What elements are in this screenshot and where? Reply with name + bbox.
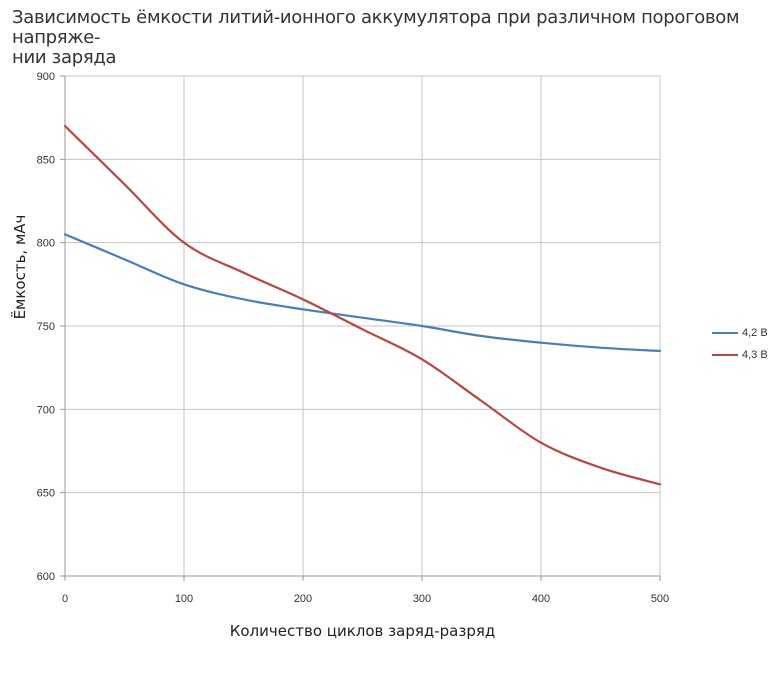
y-tick-label-3: 750 [37,321,55,333]
y-tick-label-6: 900 [37,71,55,83]
legend-swatch-series-2 [712,354,738,356]
x-tick-label-2: 200 [294,593,312,605]
legend: 4,2 В 4,3 В [712,322,768,366]
series-line-1 [63,233,662,353]
y-axis-label: Ёмкость, мАч [11,214,29,320]
x-tick-labels: 0 100 200 300 400 500 [62,593,669,605]
y-tick-label-0: 600 [37,571,55,583]
y-tick-label-2: 700 [37,404,55,416]
legend-label-series-2: 4,3 В [742,349,768,361]
series-lines [63,124,662,486]
legend-item-series-1: 4,2 В [712,322,768,344]
x-tick-label-4: 400 [532,593,550,605]
x-tick-label-0: 0 [62,593,68,605]
series-line-2 [63,124,662,486]
legend-swatch-series-1 [712,332,738,334]
x-tick-label-1: 100 [175,593,193,605]
x-tick-label-5: 500 [651,593,669,605]
y-tick-label-1: 650 [37,488,55,500]
y-tick-labels: 600 650 700 750 800 850 900 [37,71,55,583]
y-tick-label-5: 850 [37,154,55,166]
legend-item-series-2: 4,3 В [712,344,768,366]
x-axis-label: Количество циклов заряд-разряд [229,622,496,640]
chart-title-line-1: Зависимость ёмкости литий-ионного аккуму… [12,7,740,48]
chart-title-line-2: нии заряда [12,47,117,68]
legend-label-series-1: 4,2 В [742,327,768,339]
chart-title: Зависимость ёмкости литий-ионного аккуму… [12,8,772,68]
x-tick-label-3: 300 [413,593,431,605]
y-tick-label-4: 800 [37,238,55,250]
axes [60,75,661,581]
grid-lines [64,75,661,577]
